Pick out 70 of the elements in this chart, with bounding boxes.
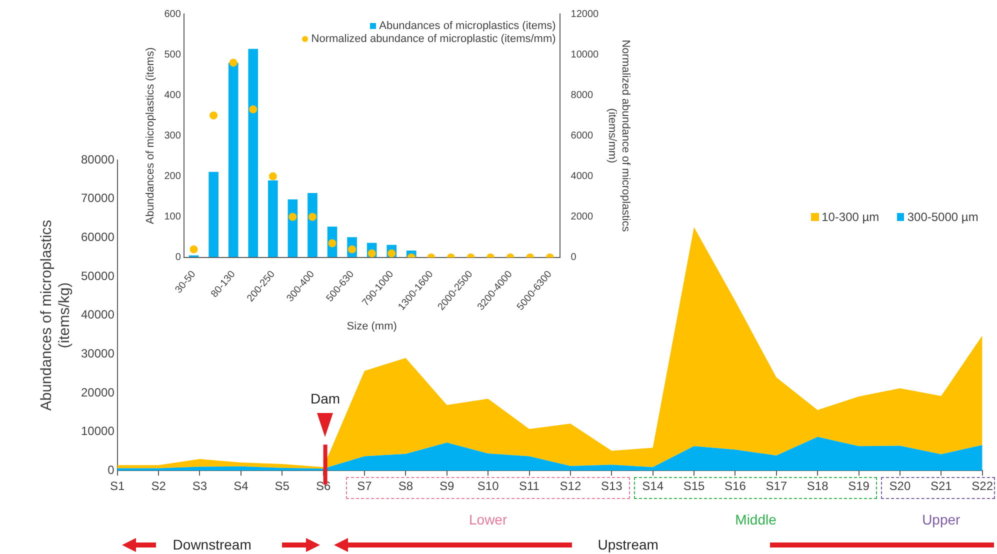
bar xyxy=(228,62,238,257)
text: Downstream xyxy=(172,536,252,552)
point xyxy=(288,212,297,221)
y-tick-label: 60000 xyxy=(80,230,115,244)
y-tick-label: 100 xyxy=(164,212,182,223)
y-axis-title: Abundances of microplastics (items/kg) xyxy=(38,220,74,411)
x-tick-label: S14 xyxy=(642,479,664,494)
legend-label: Abundances of microplastics (items) xyxy=(379,20,556,32)
point xyxy=(210,111,218,120)
x-tick-label: S17 xyxy=(766,479,788,494)
point xyxy=(229,58,238,67)
point xyxy=(249,105,258,114)
x-tick-label: S3 xyxy=(192,479,208,494)
y2-tick-label: 10000 xyxy=(570,49,600,60)
y-axis-title: Abundances of microplastics (items) xyxy=(144,47,157,224)
point xyxy=(268,172,277,180)
x-axis-title: Size (mm) xyxy=(346,320,397,332)
y-tick-label: 50000 xyxy=(80,268,115,283)
x-tick-label: S22 xyxy=(972,479,994,494)
legend-label: Normalized abundance of microplastic (items/mm) xyxy=(311,33,556,45)
y-tick-label: 400 xyxy=(164,90,182,101)
bar xyxy=(248,48,258,257)
y-tick-label: 80000 xyxy=(80,152,115,166)
x-tick-label: S11 xyxy=(519,479,540,494)
bar xyxy=(288,199,298,257)
y2-tick-label: 4000 xyxy=(570,171,594,182)
x-tick-label: S16 xyxy=(724,479,746,494)
y-tick-label: 10000 xyxy=(80,424,115,438)
y-tick-label: 500 xyxy=(164,49,182,60)
y-tick-label: 40000 xyxy=(80,308,115,322)
y-tick-label: 30000 xyxy=(80,346,115,360)
bar xyxy=(308,192,318,257)
ref-line-label: Dam xyxy=(310,390,340,406)
y-tick-label: 0 xyxy=(108,462,115,477)
legend-label: 10-300 µm xyxy=(822,210,880,224)
x-tick-label: S15 xyxy=(683,479,706,494)
legend-label: 300-5000 µm xyxy=(907,210,978,224)
bar xyxy=(268,180,278,257)
y2-tick-label: 2000 xyxy=(570,212,594,223)
x-tick-label: S1 xyxy=(110,479,126,494)
y-tick-label: 20000 xyxy=(80,385,115,400)
x-tick-label: S8 xyxy=(398,479,414,494)
y-tick-label: 200 xyxy=(164,171,182,182)
x-tick-label: S20 xyxy=(889,479,911,494)
text: Middle xyxy=(735,511,777,528)
x-tick-label: S2 xyxy=(151,479,166,494)
x-tick-label: S10 xyxy=(477,479,500,494)
text: Upstream xyxy=(598,536,658,552)
x-tick-label: S13 xyxy=(600,479,623,494)
x-tick-label: S21 xyxy=(930,479,952,494)
x-tick-label: S9 xyxy=(440,479,455,494)
y2-tick-label: 6000 xyxy=(570,130,594,142)
y2-tick-label: 8000 xyxy=(570,90,594,101)
x-tick-label: S4 xyxy=(234,479,249,494)
x-tick-label: S12 xyxy=(560,479,582,494)
bar xyxy=(208,172,218,257)
text: Upper xyxy=(922,511,961,528)
y-tick-label: 0 xyxy=(175,252,182,264)
point xyxy=(308,212,316,221)
y-tick-label: 300 xyxy=(164,130,182,142)
x-tick-label: S7 xyxy=(357,479,372,494)
y2-tick-label: 12000 xyxy=(570,8,600,20)
text: Lower xyxy=(468,511,508,528)
y2-axis-title: Normalized abundance of microplastics (items/mm) xyxy=(606,40,632,232)
y-tick-label: 600 xyxy=(164,8,182,20)
x-tick-label: S19 xyxy=(848,479,870,494)
x-tick-label: S18 xyxy=(806,479,829,494)
x-tick-label: S5 xyxy=(274,479,290,494)
y2-tick-label: 0 xyxy=(570,252,577,264)
y-tick-label: 70000 xyxy=(80,191,115,206)
